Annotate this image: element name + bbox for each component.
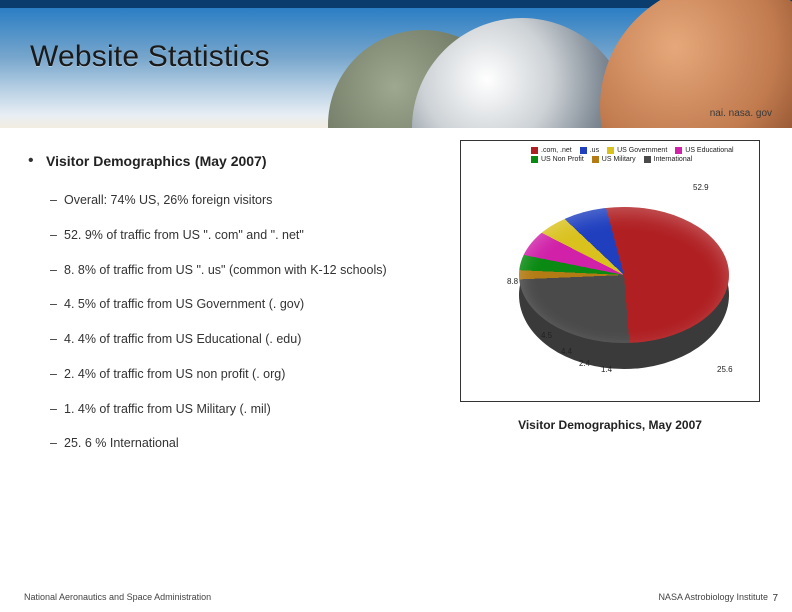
bullet-item: 1. 4% of traffic from US Military (. mil… xyxy=(28,400,438,419)
bullet-item: 25. 6 % International xyxy=(28,434,438,453)
pie-face xyxy=(519,207,729,343)
bullet-item: 52. 9% of traffic from US ". com" and ".… xyxy=(28,226,438,245)
legend-item: US Government xyxy=(607,147,667,154)
footer-right: NASA Astrobiology Institute xyxy=(658,592,768,602)
bullet-item: 4. 5% of traffic from US Government (. g… xyxy=(28,295,438,314)
legend-swatch xyxy=(531,147,538,154)
chart-value-label: 1.4 xyxy=(601,365,612,374)
section-heading: Visitor Demographics xyxy=(46,153,190,169)
legend-swatch xyxy=(607,147,614,154)
slide-body: Visitor Demographics (May 2007) Overall:… xyxy=(0,150,792,576)
legend-item: .com, .net xyxy=(531,147,572,154)
legend-item: International xyxy=(644,156,693,163)
legend-swatch xyxy=(580,147,587,154)
pie-wrap xyxy=(519,199,729,369)
legend-label: US Non Profit xyxy=(541,156,584,163)
bullet-item: 4. 4% of traffic from US Educational (. … xyxy=(28,330,438,349)
content-column: Visitor Demographics (May 2007) Overall:… xyxy=(28,150,438,469)
legend-item: US Educational xyxy=(675,147,733,154)
chart-value-label: 8.8 xyxy=(507,277,518,286)
legend-swatch xyxy=(531,156,538,163)
pie-chart: .com, .net .us US Government US Educational… xyxy=(460,140,760,402)
slide-title: Website Statistics xyxy=(30,40,270,74)
section-heading-row: Visitor Demographics (May 2007) xyxy=(28,150,438,173)
legend-label: .com, .net xyxy=(541,147,572,154)
footer-left: National Aeronautics and Space Administr… xyxy=(24,592,211,602)
page-number: 7 xyxy=(772,593,778,604)
chart-value-label: 4.4 xyxy=(561,347,572,356)
chart-value-label: 25.6 xyxy=(717,365,733,374)
legend-label: International xyxy=(654,156,693,163)
legend-label: US Government xyxy=(617,147,667,154)
bullet-item: Overall: 74% US, 26% foreign visitors xyxy=(28,191,438,210)
chart-value-label: 4.5 xyxy=(541,331,552,340)
legend-swatch xyxy=(644,156,651,163)
chart-legend: .com, .net .us US Government US Educational… xyxy=(531,147,753,165)
bullet-item: 8. 8% of traffic from US ". us" (common … xyxy=(28,261,438,280)
legend-label: US Educational xyxy=(685,147,733,154)
legend-swatch xyxy=(592,156,599,163)
legend-label: US Military xyxy=(602,156,636,163)
site-url: nai. nasa. gov xyxy=(710,108,772,119)
legend-label: .us xyxy=(590,147,599,154)
section-date: (May 2007) xyxy=(195,153,267,169)
bullet-item: 2. 4% of traffic from US non profit (. o… xyxy=(28,365,438,384)
legend-swatch xyxy=(675,147,682,154)
bullet-list: Overall: 74% US, 26% foreign visitors 52.… xyxy=(28,191,438,453)
legend-item: .us xyxy=(580,147,599,154)
legend-item: US Military xyxy=(592,156,636,163)
chart-caption: Visitor Demographics, May 2007 xyxy=(460,418,760,432)
chart-value-label: 2.4 xyxy=(579,359,590,368)
slide: Website Statistics nai. nasa. gov Visito… xyxy=(0,0,792,612)
chart-value-label: 52.9 xyxy=(693,183,709,192)
slide-footer: National Aeronautics and Space Administr… xyxy=(0,582,792,612)
header-banner: Website Statistics nai. nasa. gov xyxy=(0,0,792,128)
legend-item: US Non Profit xyxy=(531,156,584,163)
